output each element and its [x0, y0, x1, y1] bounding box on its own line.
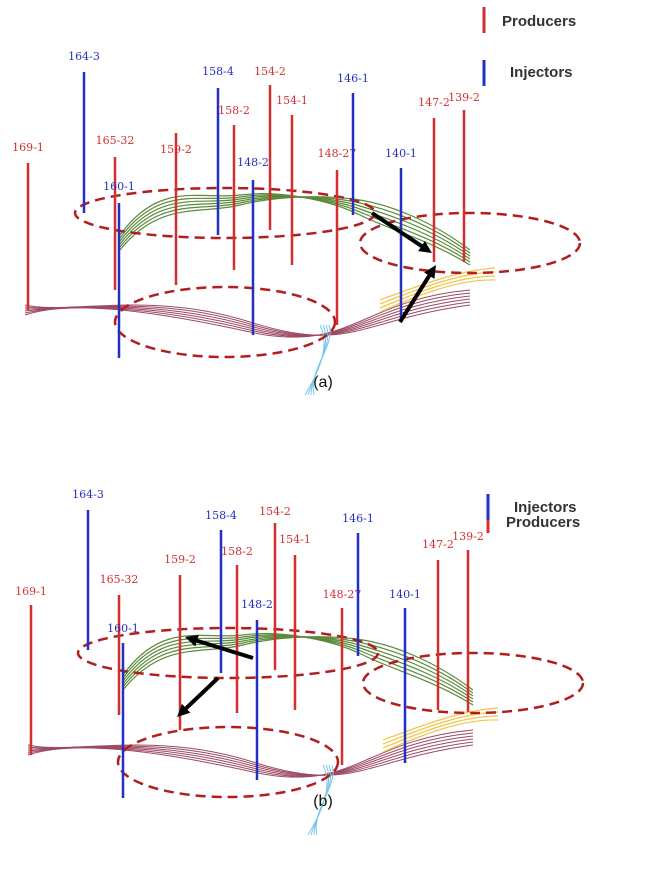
reservoir-tracks [25, 188, 580, 395]
caption: (b) [313, 793, 333, 810]
well-label: 147-2 [418, 96, 450, 109]
well-label: 148-27 [323, 588, 362, 601]
well-label: 160-1 [103, 180, 135, 193]
well-label: 165-32 [100, 573, 139, 586]
green-track [120, 195, 470, 262]
green-track [123, 637, 473, 693]
well-label: 169-1 [15, 585, 47, 598]
zone-outline [363, 653, 583, 713]
well-label: 148-2 [241, 598, 273, 611]
well-label: 158-2 [221, 545, 253, 558]
well-label: 154-1 [279, 533, 311, 546]
well-label: 140-1 [389, 588, 421, 601]
well-label: 169-1 [12, 141, 44, 154]
legend-label: Injectors [510, 64, 573, 81]
well-label: 140-1 [385, 147, 417, 160]
well-label: 159-2 [164, 553, 196, 566]
legend-label: Injectors [514, 499, 577, 516]
well-label: 164-3 [68, 50, 100, 63]
well-label: 154-2 [254, 65, 286, 78]
well-label: 139-2 [448, 91, 480, 104]
legend-label: Producers [506, 514, 580, 531]
well-label: 164-3 [72, 488, 104, 501]
green-track [123, 637, 473, 696]
page: 169-1 164-3 165-32 160-1 159-2 158-4 158-2 154-… [0, 0, 647, 869]
well-label: 139-2 [452, 530, 484, 543]
well-label: 148-27 [318, 147, 357, 160]
well-label: 154-1 [276, 94, 308, 107]
well-label: 146-1 [337, 72, 369, 85]
caption: (a) [313, 374, 333, 391]
well-label: 159-2 [160, 143, 192, 156]
well-label: 146-1 [342, 512, 374, 525]
flow-arrow [183, 678, 218, 711]
legend-label: Producers [502, 13, 576, 30]
well-label: 158-2 [218, 104, 250, 117]
panel: 169-1 164-3 165-32 160-1 159-2 158-4 158-2 154-… [15, 488, 583, 835]
flow-arrow [193, 639, 253, 658]
green-track [120, 197, 470, 256]
well-label: 158-4 [205, 509, 237, 522]
well-label: 148-2 [237, 156, 269, 169]
figure: 169-1 164-3 165-32 160-1 159-2 158-4 158-2 154-… [0, 0, 647, 869]
reservoir-tracks [28, 628, 583, 835]
well-label: 160-1 [107, 622, 139, 635]
well-label: 147-2 [422, 538, 454, 551]
zone-outline [360, 213, 580, 273]
green-track [123, 636, 473, 699]
well-label: 165-32 [96, 134, 135, 147]
panel: 169-1 164-3 165-32 160-1 159-2 158-4 158-2 154-… [12, 7, 580, 395]
well-label: 154-2 [259, 505, 291, 518]
green-track [120, 196, 470, 259]
well-label: 158-4 [202, 65, 234, 78]
green-track [123, 635, 473, 702]
